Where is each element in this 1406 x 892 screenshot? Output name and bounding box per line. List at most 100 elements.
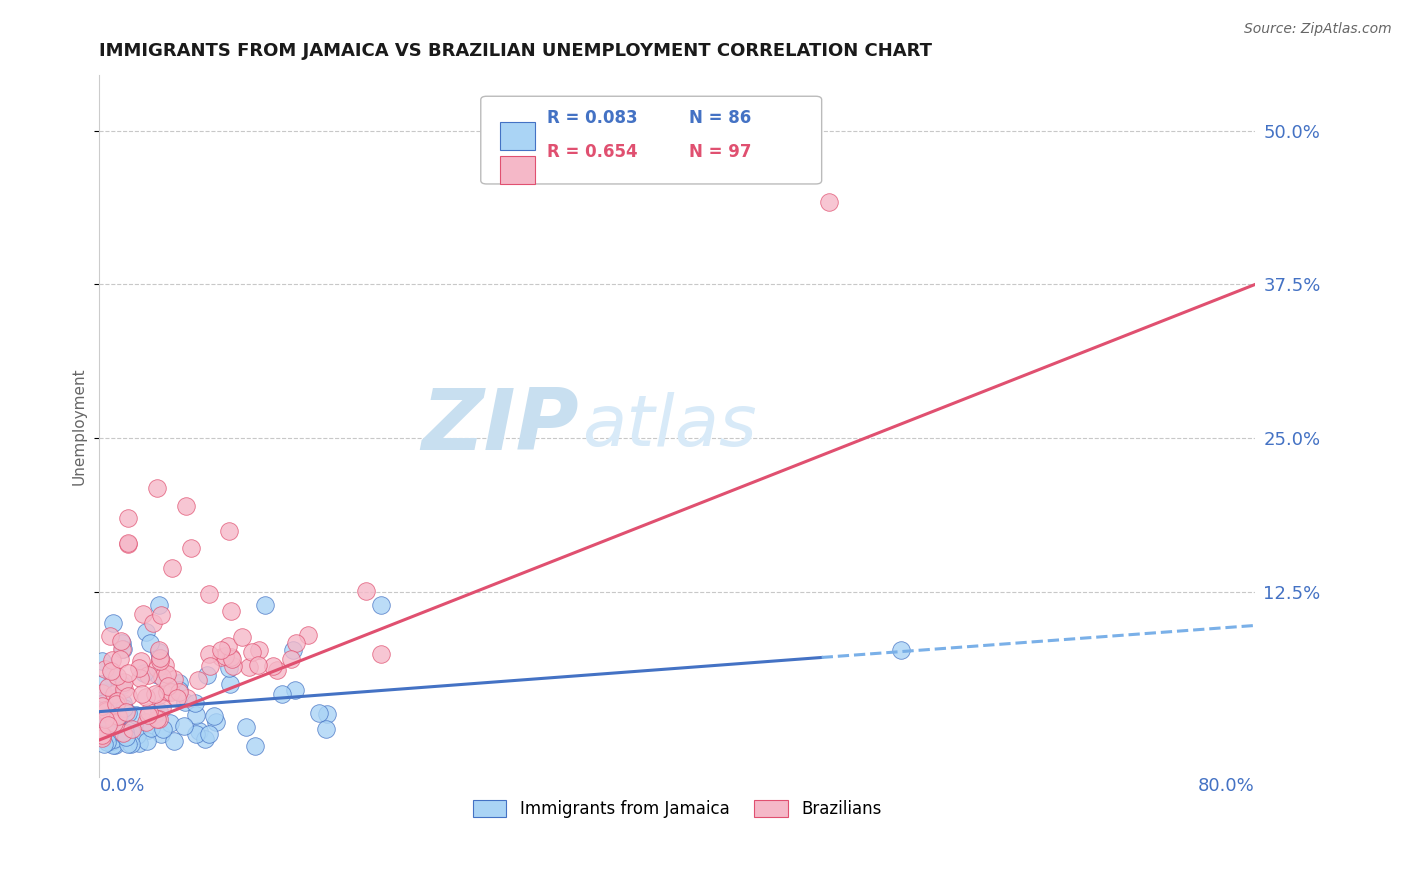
Point bbox=[112, 681, 135, 696]
Point bbox=[94, 703, 117, 717]
Point bbox=[146, 712, 169, 726]
Point bbox=[96, 735, 118, 749]
Point bbox=[370, 598, 392, 612]
Point bbox=[169, 675, 191, 690]
Point bbox=[281, 643, 304, 657]
Point bbox=[93, 730, 115, 744]
Text: R = 0.654: R = 0.654 bbox=[547, 144, 637, 161]
Text: Source: ZipAtlas.com: Source: ZipAtlas.com bbox=[1244, 22, 1392, 37]
Point bbox=[91, 723, 114, 738]
Point bbox=[112, 675, 135, 690]
Point bbox=[94, 712, 117, 726]
Point bbox=[176, 691, 198, 706]
Point bbox=[111, 678, 134, 692]
Point bbox=[108, 708, 131, 723]
Point bbox=[93, 705, 115, 719]
Point bbox=[112, 641, 135, 656]
Point bbox=[132, 607, 155, 621]
Point bbox=[240, 645, 263, 659]
FancyBboxPatch shape bbox=[501, 122, 536, 150]
Point bbox=[91, 710, 114, 724]
Point bbox=[221, 651, 243, 665]
Point bbox=[209, 650, 232, 665]
Point bbox=[91, 685, 114, 699]
Point bbox=[148, 688, 170, 702]
Point bbox=[93, 737, 115, 751]
Point bbox=[270, 687, 292, 701]
Point bbox=[160, 685, 183, 699]
Point bbox=[146, 661, 169, 675]
Point bbox=[148, 712, 170, 726]
Point bbox=[187, 673, 209, 688]
Point bbox=[167, 685, 190, 699]
Point bbox=[152, 723, 174, 737]
Point bbox=[218, 661, 240, 675]
Point bbox=[180, 541, 202, 555]
Point bbox=[135, 624, 157, 639]
Text: ZIP: ZIP bbox=[422, 384, 579, 467]
Point bbox=[167, 683, 190, 698]
Point bbox=[308, 706, 330, 720]
Point bbox=[111, 642, 134, 657]
Point bbox=[148, 645, 170, 659]
Point bbox=[188, 724, 211, 739]
Point bbox=[135, 690, 157, 704]
Point bbox=[105, 694, 128, 708]
Point bbox=[186, 707, 208, 722]
Point bbox=[198, 727, 221, 741]
Point bbox=[204, 714, 226, 729]
Point bbox=[184, 696, 207, 710]
Point bbox=[135, 715, 157, 730]
Point bbox=[111, 696, 134, 710]
Point bbox=[128, 736, 150, 750]
Point bbox=[98, 716, 121, 731]
Point bbox=[91, 728, 114, 742]
Point bbox=[121, 722, 143, 736]
Point bbox=[214, 649, 236, 664]
Point bbox=[128, 672, 150, 686]
Point bbox=[100, 669, 122, 683]
Point bbox=[112, 725, 135, 739]
Point bbox=[98, 727, 121, 741]
Point bbox=[163, 672, 186, 686]
Point bbox=[103, 716, 125, 731]
Point bbox=[280, 652, 302, 666]
Point bbox=[97, 718, 120, 732]
Point bbox=[818, 194, 841, 209]
Point bbox=[103, 709, 125, 723]
Point bbox=[114, 730, 136, 744]
Point bbox=[100, 664, 122, 678]
Point bbox=[103, 691, 125, 706]
Point bbox=[118, 722, 141, 736]
Point bbox=[101, 615, 124, 630]
Point bbox=[238, 660, 260, 674]
Point bbox=[111, 636, 134, 650]
Text: 80.0%: 80.0% bbox=[1198, 777, 1256, 795]
Point bbox=[139, 722, 162, 736]
Point bbox=[94, 726, 117, 740]
Point bbox=[297, 628, 319, 642]
Point bbox=[245, 739, 267, 753]
Point bbox=[284, 636, 307, 650]
Text: IMMIGRANTS FROM JAMAICA VS BRAZILIAN UNEMPLOYMENT CORRELATION CHART: IMMIGRANTS FROM JAMAICA VS BRAZILIAN UNE… bbox=[100, 42, 932, 60]
Point bbox=[104, 738, 127, 752]
Point bbox=[98, 629, 121, 643]
Point bbox=[198, 587, 221, 601]
Point bbox=[136, 708, 159, 723]
Point bbox=[194, 732, 217, 747]
Point bbox=[142, 616, 165, 631]
Point bbox=[93, 696, 115, 710]
Point bbox=[128, 661, 150, 675]
Point bbox=[101, 734, 124, 748]
Point bbox=[218, 524, 240, 538]
Point bbox=[173, 719, 195, 733]
Point bbox=[148, 598, 170, 612]
Point bbox=[125, 708, 148, 723]
Point bbox=[101, 738, 124, 752]
Point bbox=[94, 723, 117, 737]
Point bbox=[110, 633, 132, 648]
Point bbox=[114, 724, 136, 739]
FancyBboxPatch shape bbox=[481, 96, 821, 184]
Point bbox=[97, 680, 120, 694]
Point bbox=[117, 689, 139, 703]
